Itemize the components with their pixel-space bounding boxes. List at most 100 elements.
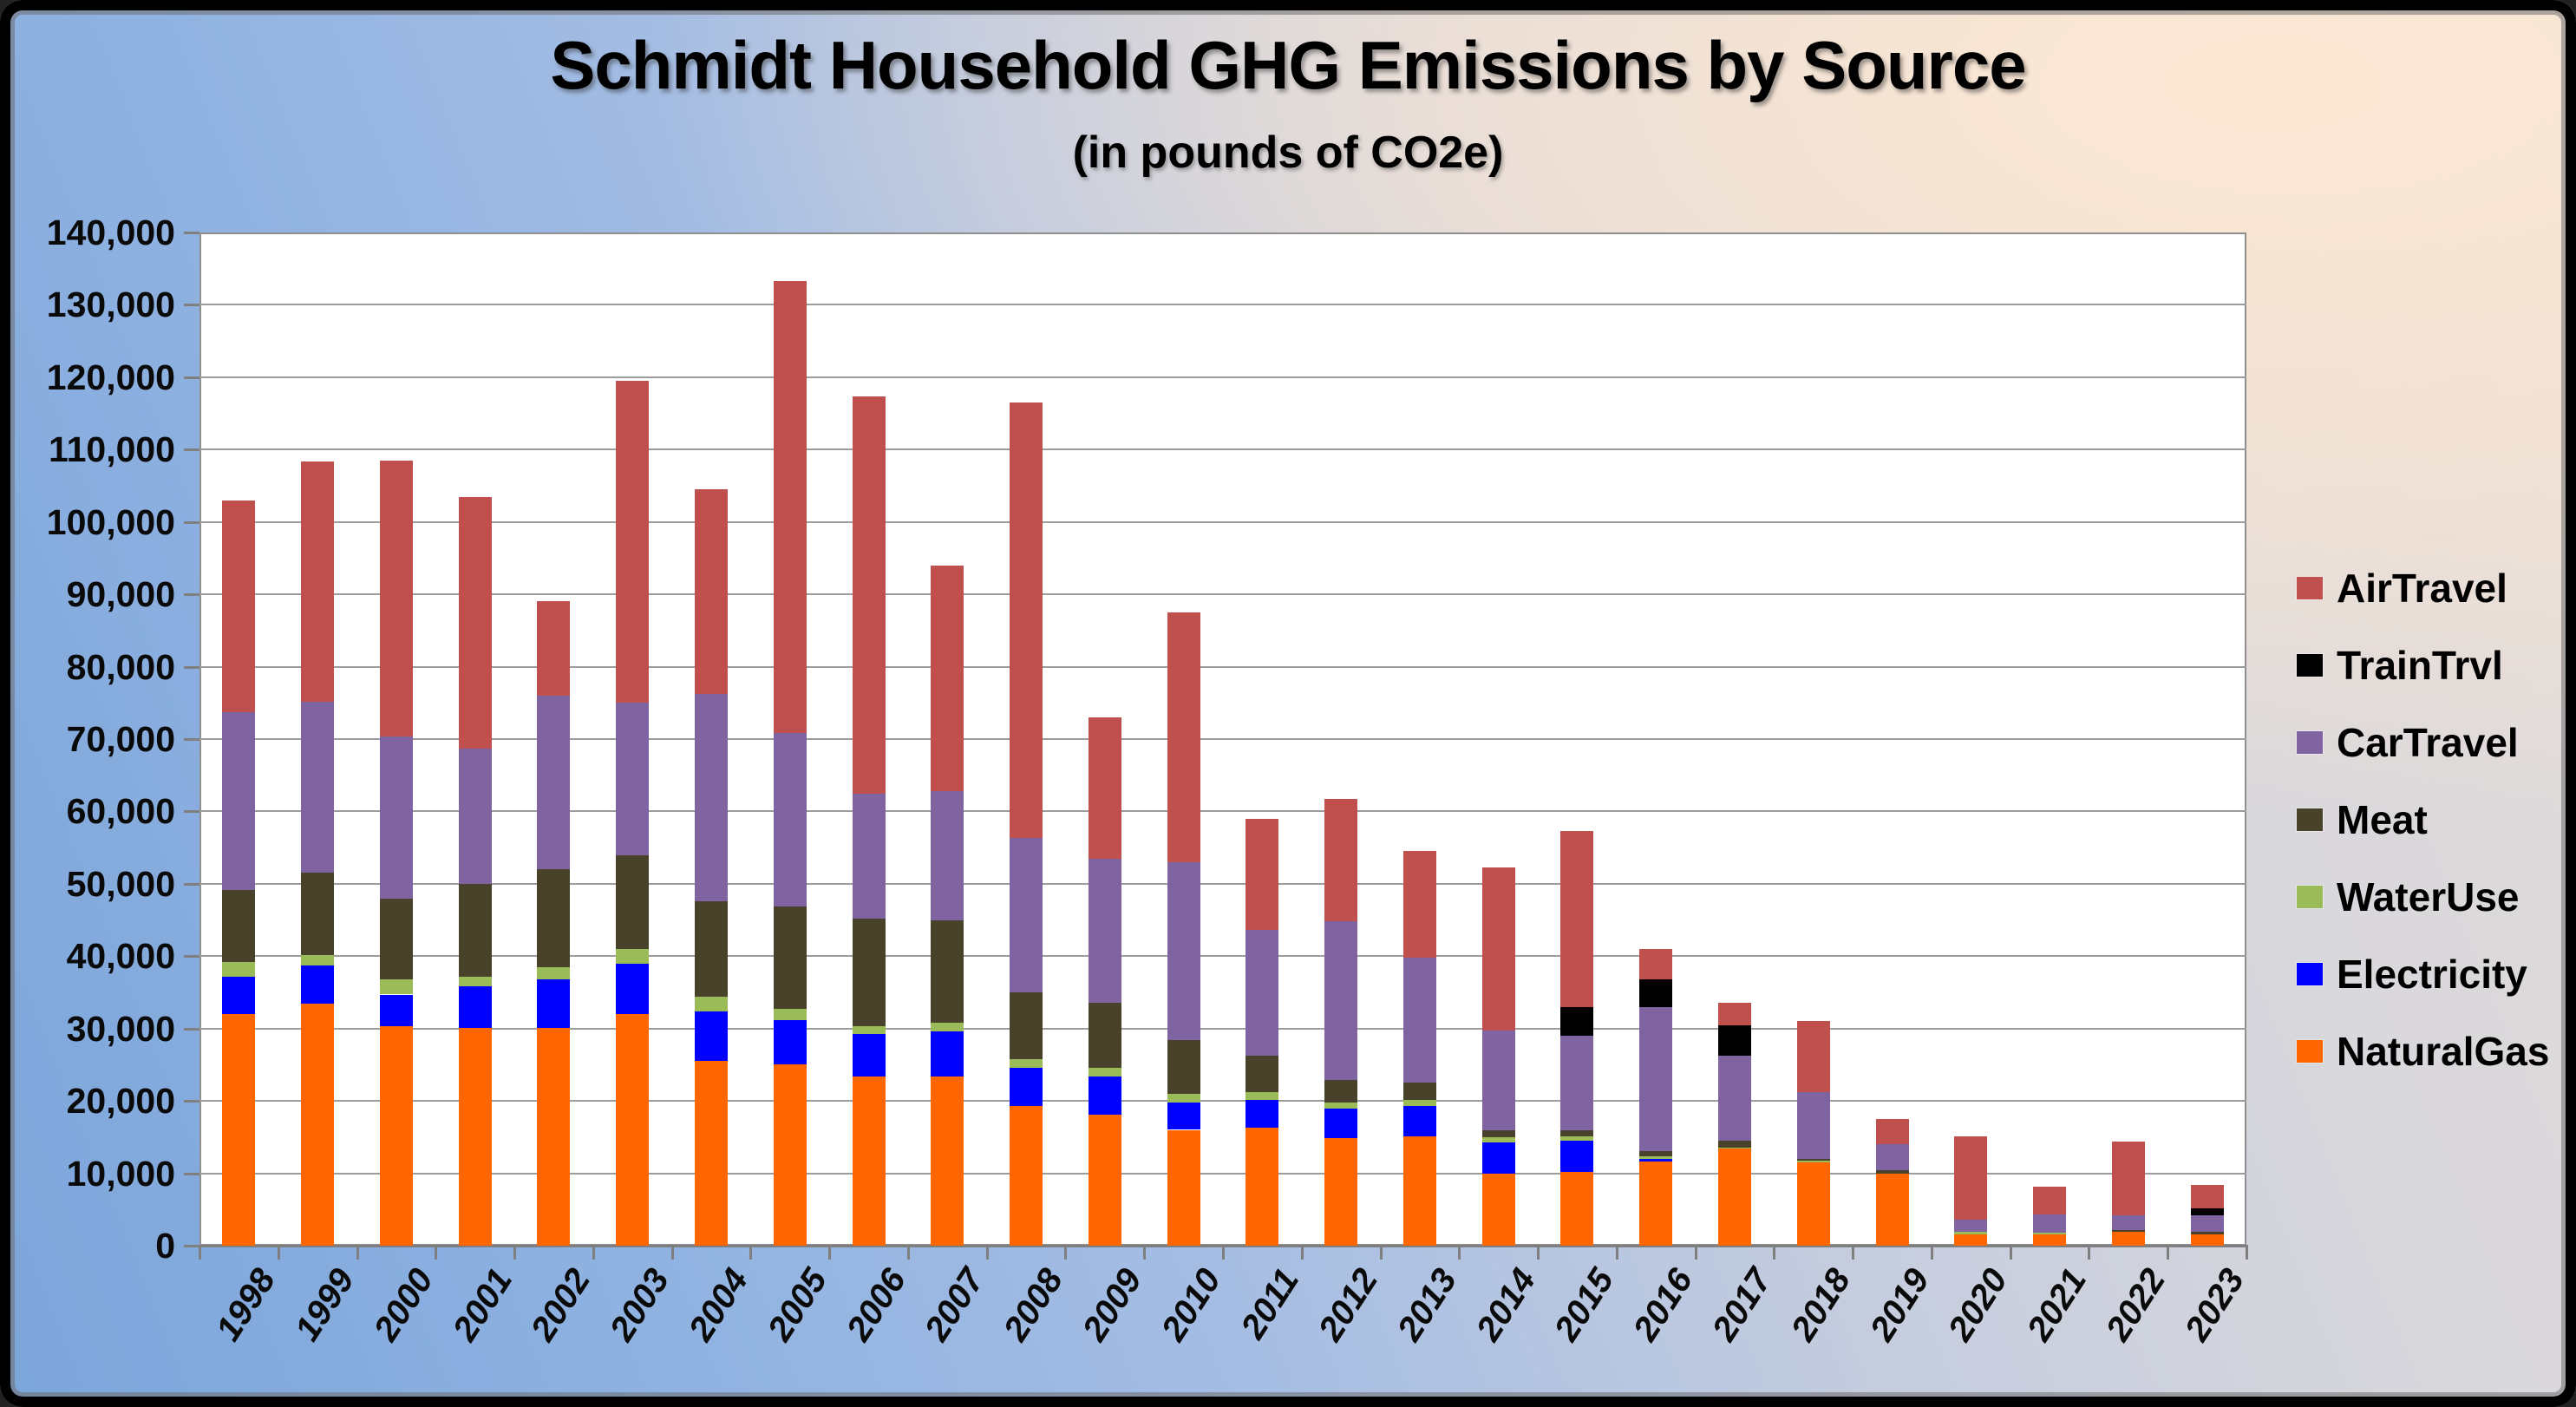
bar-2014-segment-WaterUse [1481, 1136, 1515, 1142]
bar-2000-segment-NaturalGas [379, 1026, 413, 1246]
chart-subtitle: (in pounds of CO2e) [1072, 128, 1504, 178]
electricity-swatch-icon [2297, 963, 2323, 985]
bar-2023-segment-Meat [2190, 1232, 2224, 1234]
gridline-40000 [199, 955, 2246, 958]
bar-2012-segment-Meat [1324, 1079, 1358, 1103]
bar-2012-segment-CarTravel [1324, 921, 1358, 1080]
x-axis-tick [513, 1246, 517, 1260]
bar-2006-segment-Meat [852, 918, 886, 1027]
bar-2002-segment-AirTravel [537, 601, 571, 696]
bar-2015-segment-Meat [1560, 1130, 1594, 1137]
bar-2017-segment-TrainTrvl [1718, 1024, 1751, 1056]
y-axis-tick [184, 955, 199, 959]
legend-label: Electricity [2337, 952, 2527, 997]
y-axis-label: 120,000 [46, 357, 175, 397]
bar-2004-segment-CarTravel [695, 694, 728, 901]
gridline-80000 [199, 665, 2246, 668]
bar-2008-segment-Electricity [1010, 1067, 1043, 1106]
bar-2002-segment-CarTravel [537, 695, 571, 870]
bar-2012-segment-Electricity [1324, 1109, 1358, 1138]
bar-2020-segment-AirTravel [1954, 1136, 1988, 1220]
bar-2016-segment-Meat [1639, 1150, 1673, 1156]
bar-2010-segment-WaterUse [1167, 1093, 1200, 1103]
bar-1998-segment-NaturalGas [222, 1014, 256, 1246]
bar-2000-segment-WaterUse [379, 978, 413, 995]
bar-2013-segment-NaturalGas [1402, 1136, 1436, 1246]
bar-2006-segment-NaturalGas [852, 1076, 886, 1246]
y-axis-tick [184, 520, 199, 524]
bar-2006-segment-Electricity [852, 1033, 886, 1077]
bar-2009-segment-WaterUse [1088, 1067, 1121, 1077]
bar-1998-segment-Meat [222, 889, 256, 962]
bar-2003-segment-Electricity [616, 963, 650, 1015]
y-axis-tick [184, 1172, 199, 1175]
y-axis-label: 0 [155, 1226, 175, 1266]
gridline-120000 [199, 376, 2246, 378]
bar-2007-segment-Meat [931, 919, 964, 1024]
legend-label: TrainTrvl [2337, 643, 2503, 688]
bar-2020-segment-NaturalGas [1954, 1234, 1988, 1246]
bar-2023-segment-AirTravel [2190, 1184, 2224, 1208]
bar-2000-segment-Meat [379, 898, 413, 979]
bar-2003-segment-CarTravel [616, 703, 650, 856]
bar-2002-segment-Meat [537, 869, 571, 967]
bar-2001-segment-AirTravel [458, 496, 492, 749]
bar-2015-segment-CarTravel [1560, 1036, 1594, 1131]
bar-2012-segment-NaturalGas [1324, 1137, 1358, 1246]
bar-2005-segment-Electricity [773, 1019, 807, 1065]
x-axis-tick [2088, 1246, 2091, 1260]
x-axis-tick [1852, 1246, 1855, 1260]
naturalgas-swatch-icon [2297, 1040, 2323, 1063]
legend-entry-TrainTrvl: TrainTrvl [2297, 639, 2503, 691]
x-axis-tick [2246, 1246, 2248, 1260]
bar-2005-segment-CarTravel [773, 733, 807, 906]
x-axis-tick [2009, 1246, 2012, 1260]
bar-2019-segment-Meat [1875, 1170, 1909, 1174]
bar-2014-segment-NaturalGas [1481, 1173, 1515, 1246]
bar-2008-segment-WaterUse [1010, 1058, 1043, 1068]
legend-entry-CarTravel: CarTravel [2297, 717, 2519, 769]
bar-2001-segment-Meat [458, 883, 492, 978]
bar-2018-segment-NaturalGas [1796, 1162, 1830, 1246]
bar-2016-segment-AirTravel [1639, 948, 1673, 979]
bar-2004-segment-NaturalGas [695, 1061, 728, 1246]
gridline-130000 [199, 304, 2246, 306]
bar-2018-segment-AirTravel [1796, 1021, 1830, 1093]
x-axis-tick [1537, 1246, 1540, 1260]
y-axis-label: 60,000 [66, 791, 175, 832]
bar-2005-segment-Meat [773, 906, 807, 1010]
bar-2023-segment-CarTravel [2190, 1214, 2224, 1233]
bar-2015-segment-AirTravel [1560, 830, 1594, 1007]
bar-2019-segment-CarTravel [1875, 1144, 1909, 1171]
bar-2000-segment-AirTravel [379, 460, 413, 736]
y-axis-tick [184, 232, 199, 234]
legend-label: AirTravel [2337, 566, 2507, 611]
y-axis-label: 80,000 [66, 646, 175, 687]
cartravel-swatch-icon [2297, 731, 2323, 754]
bar-2023-segment-TrainTrvl [2190, 1207, 2224, 1215]
bar-2015-segment-NaturalGas [1560, 1171, 1594, 1246]
bar-2022-segment-NaturalGas [2111, 1232, 2145, 1246]
bar-2021-segment-WaterUse [2033, 1232, 2067, 1234]
y-axis-tick [184, 448, 199, 452]
bar-2007-segment-NaturalGas [931, 1076, 964, 1246]
y-axis-tick [184, 665, 199, 669]
bar-2017-segment-NaturalGas [1718, 1149, 1751, 1246]
bar-2001-segment-NaturalGas [458, 1027, 492, 1246]
bar-2012-segment-WaterUse [1324, 1102, 1358, 1109]
bar-2017-segment-WaterUse [1718, 1147, 1751, 1149]
legend-label: Meat [2337, 797, 2428, 842]
bar-2004-segment-Meat [695, 900, 728, 997]
bar-1998-segment-Electricity [222, 976, 256, 1015]
bar-2011-segment-Meat [1246, 1055, 1279, 1093]
bar-2016-segment-CarTravel [1639, 1006, 1673, 1151]
bar-2002-segment-Electricity [537, 978, 571, 1028]
bar-1999-segment-AirTravel [301, 461, 335, 703]
bar-2009-segment-AirTravel [1088, 717, 1121, 859]
wateruse-swatch-icon [2297, 886, 2323, 908]
bar-2021-segment-CarTravel [2033, 1214, 2067, 1233]
bar-1999-segment-NaturalGas [301, 1004, 335, 1246]
y-axis-label: 40,000 [66, 936, 175, 977]
gridline-10000 [199, 1172, 2246, 1175]
gridline-70000 [199, 738, 2246, 740]
